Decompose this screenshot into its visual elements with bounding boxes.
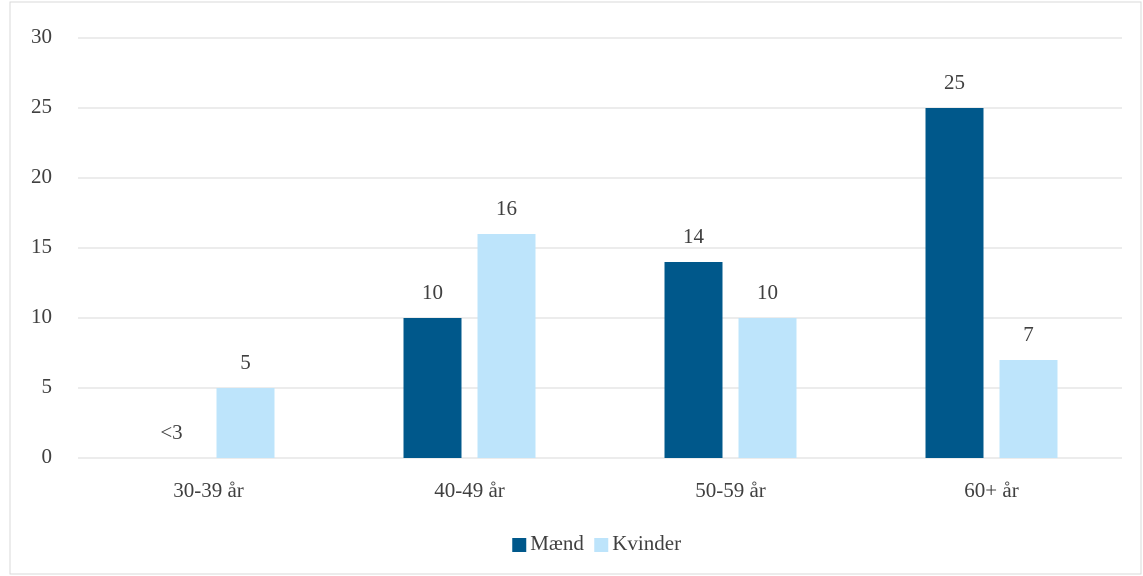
value-label: 10 bbox=[422, 280, 443, 304]
bar bbox=[925, 108, 984, 458]
value-label: <3 bbox=[160, 420, 182, 444]
y-tick-label: 10 bbox=[31, 304, 52, 328]
bar bbox=[477, 234, 536, 458]
y-tick-label: 0 bbox=[42, 444, 53, 468]
bar bbox=[216, 388, 275, 458]
y-tick-label: 30 bbox=[31, 24, 52, 48]
value-label: 7 bbox=[1023, 322, 1034, 346]
x-tick-label: 60+ år bbox=[964, 478, 1018, 502]
x-tick-label: 30-39 år bbox=[173, 478, 244, 502]
bar bbox=[999, 360, 1058, 458]
legend-label: Kvinder bbox=[612, 531, 681, 555]
y-tick-label: 15 bbox=[31, 234, 52, 258]
value-label: 25 bbox=[944, 70, 965, 94]
x-tick-label: 40-49 år bbox=[434, 478, 505, 502]
legend-label: Mænd bbox=[530, 531, 584, 555]
y-tick-label: 25 bbox=[31, 94, 52, 118]
value-label: 16 bbox=[496, 196, 517, 220]
value-label: 10 bbox=[757, 280, 778, 304]
x-tick-label: 50-59 år bbox=[695, 478, 766, 502]
y-tick-label: 20 bbox=[31, 164, 52, 188]
bar bbox=[664, 262, 723, 458]
bar bbox=[738, 318, 797, 458]
bar bbox=[403, 318, 462, 458]
y-tick-label: 5 bbox=[42, 374, 53, 398]
value-label: 14 bbox=[683, 224, 705, 248]
legend-swatch bbox=[512, 538, 527, 552]
legend-swatch bbox=[594, 538, 609, 552]
value-label: 5 bbox=[240, 350, 251, 374]
